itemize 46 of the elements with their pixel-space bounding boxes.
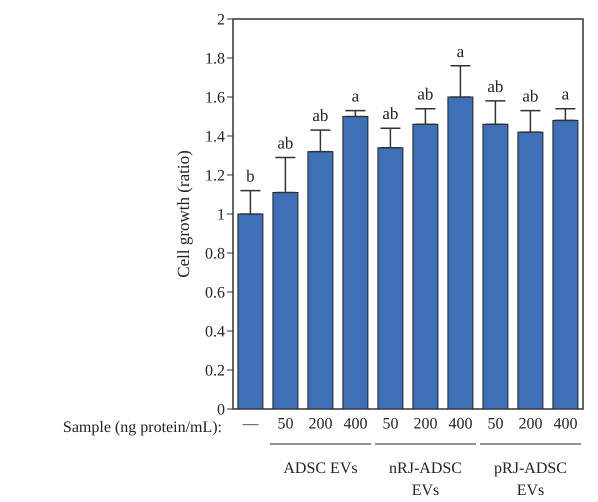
bar	[237, 214, 264, 409]
text: pRJ-ADSC EVs	[494, 460, 567, 499]
bar	[307, 151, 334, 409]
y-tick-label: 1.4	[205, 128, 225, 146]
bar	[552, 120, 578, 409]
x-tick-label: 50	[382, 415, 398, 432]
y-tick-label: 0	[217, 402, 225, 419]
annotation: ab	[382, 104, 398, 124]
bar	[482, 124, 508, 409]
bar	[272, 192, 298, 409]
y-axis-title: Cell growth (ratio)	[174, 150, 194, 278]
y-tick-label: 1.6	[205, 90, 225, 107]
x-tick-label: 50	[488, 415, 504, 432]
x-tick-label: 200	[308, 415, 332, 432]
y-tick-label: 0.8	[205, 246, 225, 263]
y-tick-label: 0.2	[205, 362, 225, 380]
x-axis-title: Sample (ng protein/mL):	[62, 419, 222, 436]
annotation: a	[562, 84, 570, 104]
text: nRJ-ADSC EVs	[389, 460, 462, 499]
bar	[412, 124, 438, 409]
annotation: a	[352, 86, 360, 106]
annotation: b	[246, 166, 255, 186]
bar	[342, 116, 368, 409]
bar	[447, 96, 474, 409]
annotation: ab	[522, 86, 538, 106]
x-tick-label: —	[242, 415, 260, 432]
x-tick-label: 50	[278, 415, 294, 432]
annotation: ab	[277, 133, 294, 152]
x-tick-label: 400	[554, 415, 578, 432]
x-tick-label: 200	[518, 415, 542, 432]
x-tick-label: 400	[344, 415, 368, 432]
annotation: ab	[417, 84, 434, 104]
annotation: a	[456, 42, 465, 61]
y-tick-label: 1	[217, 206, 225, 224]
bar	[517, 132, 544, 409]
y-tick-label: 0.6	[205, 284, 225, 302]
x-tick-label: 400	[448, 415, 472, 432]
x-tick-label: 200	[414, 415, 438, 432]
annotation: ab	[487, 76, 504, 96]
y-tick-label: 1.2	[205, 168, 225, 185]
y-tick-label: 0.4	[205, 324, 225, 341]
annotation: ab	[312, 106, 328, 126]
text: ADSC EVs	[283, 460, 358, 477]
bar	[377, 147, 404, 409]
y-tick-label: 1.8	[205, 50, 225, 68]
y-tick-label: 2	[217, 12, 225, 29]
